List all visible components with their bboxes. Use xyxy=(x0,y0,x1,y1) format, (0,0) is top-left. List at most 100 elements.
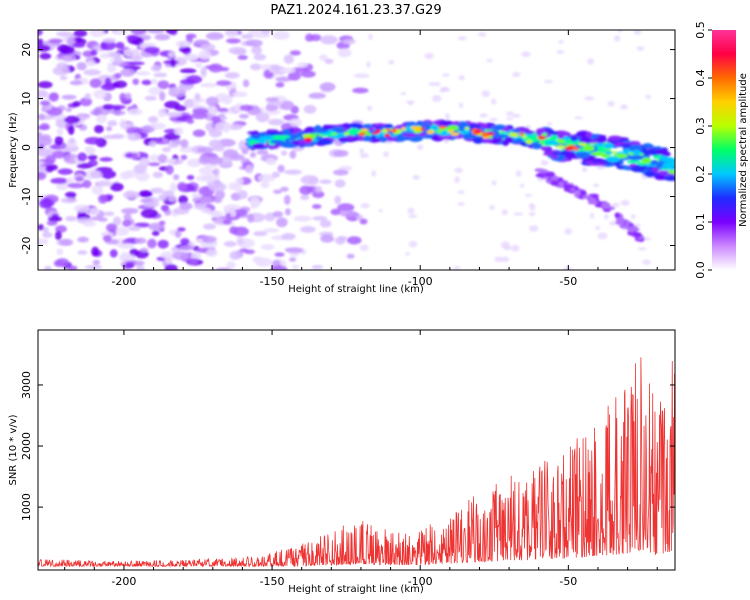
noise-blob xyxy=(38,89,49,98)
noise-blob xyxy=(359,218,368,225)
ridge-blob xyxy=(630,165,646,173)
noise-blob xyxy=(334,195,342,205)
noise-blob xyxy=(64,115,81,124)
noise-blob xyxy=(263,228,280,233)
noise-blob xyxy=(119,92,127,102)
snr-y-tick-label: 3000 xyxy=(20,371,33,399)
noise-blob xyxy=(235,177,244,185)
noise-blob xyxy=(38,113,46,121)
colorbar-tick-label: 0.0 xyxy=(694,261,707,279)
noise-blob xyxy=(556,49,565,55)
noise-blob xyxy=(110,182,124,192)
colorbar-tick-label: 0.4 xyxy=(694,69,707,87)
noise-blob xyxy=(371,170,377,177)
noise-blob xyxy=(192,129,206,137)
branch-blob xyxy=(550,180,560,186)
branch-blob xyxy=(573,192,580,198)
noise-blob xyxy=(199,82,218,88)
noise-blob xyxy=(45,155,56,164)
noise-blob xyxy=(277,164,285,173)
noise-blob xyxy=(38,172,47,181)
noise-blob xyxy=(238,113,249,119)
ridge-blob xyxy=(551,154,559,159)
noise-blob xyxy=(519,183,525,188)
ridge-blob xyxy=(606,156,621,163)
noise-blob xyxy=(512,71,521,78)
noise-blob xyxy=(194,202,206,210)
snr-x-ticks: -200 -150 -100 -50 xyxy=(64,330,658,588)
noise-blob xyxy=(270,265,288,270)
noise-blob xyxy=(48,38,63,44)
spectrogram-x-tick-label: -50 xyxy=(559,275,577,288)
ridge-blob xyxy=(494,124,506,130)
noise-blob xyxy=(234,183,242,193)
noise-blob xyxy=(250,200,257,210)
noise-blob xyxy=(283,54,295,64)
noise-blob xyxy=(240,34,254,40)
noise-blob xyxy=(174,127,184,135)
noise-blob xyxy=(289,150,297,159)
branch-blob xyxy=(563,184,574,190)
ridge-hotspot xyxy=(438,125,447,129)
noise-blob xyxy=(99,157,113,162)
noise-blob xyxy=(443,138,449,144)
noise-blob xyxy=(112,216,122,227)
ridge-blob xyxy=(346,135,356,139)
noise-blob xyxy=(104,172,112,180)
noise-blob xyxy=(366,61,371,68)
noise-blob xyxy=(285,247,304,254)
noise-blob xyxy=(139,125,154,134)
colorbar: 0.0 0.1 0.2 0.3 0.4 0.5 Normalized spectral a… xyxy=(694,21,749,279)
noise-blob xyxy=(289,118,303,127)
noise-blob xyxy=(64,191,77,198)
noise-blob xyxy=(284,208,291,216)
ridge-blob xyxy=(650,159,659,166)
ridge-blob xyxy=(589,158,605,162)
noise-blob xyxy=(38,224,44,231)
ridge-hotspot xyxy=(487,132,495,136)
ridge-blob xyxy=(282,129,291,135)
snr-x-tick-label: -100 xyxy=(408,575,433,588)
ridge-blob xyxy=(439,120,453,125)
noise-blob xyxy=(506,116,514,121)
noise-blob xyxy=(424,52,434,60)
ridge-hotspot xyxy=(508,132,517,138)
noise-blob xyxy=(540,159,549,166)
noise-blob xyxy=(296,62,309,68)
branch-blob xyxy=(557,177,564,183)
noise-blob xyxy=(126,126,143,135)
noise-blob xyxy=(558,40,565,44)
noise-blob xyxy=(589,212,595,219)
noise-blob xyxy=(433,82,441,87)
noise-blob xyxy=(271,171,280,178)
noise-blob xyxy=(169,182,178,192)
noise-blob xyxy=(152,171,164,179)
snr-panel: -200 -150 -100 -50 1000 2000 3000 Height of s… xyxy=(8,329,676,595)
noise-blob xyxy=(280,186,289,192)
noise-blob xyxy=(229,251,241,260)
noise-blob xyxy=(67,125,75,136)
noise-blob xyxy=(256,149,269,155)
noise-blob xyxy=(265,97,280,102)
noise-blob xyxy=(154,33,171,41)
noise-blob xyxy=(134,249,149,259)
noise-blob xyxy=(73,204,91,213)
noise-blob xyxy=(643,236,651,241)
noise-blob xyxy=(40,198,51,204)
noise-blob xyxy=(55,182,69,191)
noise-blob xyxy=(38,44,51,52)
noise-blob xyxy=(77,250,88,255)
noise-blob xyxy=(244,164,254,174)
ridge-blob xyxy=(540,146,551,152)
ridge-blob xyxy=(531,142,542,150)
ridge-hotspot xyxy=(474,129,483,134)
noise-blob xyxy=(67,265,78,270)
noise-blob xyxy=(177,182,187,191)
noise-blob xyxy=(150,187,164,194)
noise-blob xyxy=(238,140,248,150)
noise-blob xyxy=(587,58,595,65)
noise-blob xyxy=(333,169,349,176)
noise-blob xyxy=(227,123,243,130)
noise-blob xyxy=(38,81,53,89)
noise-blob xyxy=(114,72,122,79)
